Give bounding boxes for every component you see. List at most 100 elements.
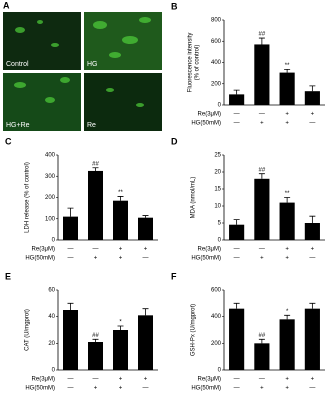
- y-axis-label: LDH release (% of control): [25, 162, 31, 233]
- condition-mark: —: [234, 121, 240, 127]
- error-bar: [142, 215, 149, 218]
- condition-name: Re(3μM): [32, 247, 55, 253]
- error-bar: [92, 167, 99, 171]
- condition-mark: —: [234, 256, 240, 262]
- caption: HG+Re: [6, 122, 30, 129]
- significance: *: [286, 309, 289, 315]
- condition-mark: —: [234, 112, 240, 118]
- y-axis-label: CAT (U/mgprot): [25, 309, 31, 351]
- condition-mark: +: [144, 247, 148, 253]
- bar: [254, 44, 270, 105]
- condition-name: Re(3μM): [198, 377, 221, 383]
- y-axis-label: GSH-Px (U/mgprot): [191, 304, 197, 356]
- error-bar: [284, 314, 291, 320]
- y-tick-label: 200: [45, 195, 56, 201]
- y-tick-label: 0: [218, 238, 222, 244]
- significance: ##: [259, 167, 266, 173]
- panel-label: A: [3, 0, 10, 10]
- condition-mark: +: [311, 247, 315, 253]
- y-tick-label: 800: [211, 18, 222, 24]
- panel-label: B: [171, 1, 178, 11]
- condition-mark: +: [285, 377, 289, 383]
- error-bar: [117, 196, 124, 201]
- y-tick-label: 300: [45, 174, 56, 180]
- panel-label: C: [5, 136, 12, 146]
- caption: Re: [87, 122, 96, 129]
- y-tick-label: 200: [211, 341, 222, 347]
- condition-mark: +: [94, 386, 98, 392]
- condition-mark: +: [285, 247, 289, 253]
- y-tick-label: 10: [214, 204, 221, 210]
- condition-mark: —: [259, 112, 265, 118]
- condition-mark: —: [234, 377, 240, 383]
- error-bar: [233, 219, 240, 225]
- condition-mark: —: [68, 386, 74, 392]
- panel-label: D: [171, 136, 178, 146]
- bar: [63, 310, 78, 370]
- significance: ##: [259, 333, 266, 339]
- error-bar: [309, 302, 316, 309]
- condition-mark: +: [311, 377, 315, 383]
- condition-mark: —: [143, 256, 149, 262]
- error-bar: [309, 85, 316, 92]
- error-bar: [92, 338, 99, 342]
- error-bar: [284, 69, 291, 73]
- condition-mark: +: [119, 377, 123, 383]
- condition-mark: —: [259, 377, 265, 383]
- y-tick-label: 600: [211, 39, 222, 45]
- condition-name: HG(50mM): [191, 386, 221, 392]
- condition-mark: —: [309, 256, 315, 262]
- panel-label: F: [171, 271, 177, 281]
- condition-name: Re(3μM): [32, 377, 55, 383]
- error-bar: [309, 215, 316, 223]
- condition-mark: —: [93, 377, 99, 383]
- condition-mark: —: [143, 386, 149, 392]
- error-bar: [67, 207, 74, 217]
- y-tick-label: 25: [214, 153, 221, 159]
- condition-mark: —: [68, 377, 74, 383]
- error-bar: [67, 302, 74, 310]
- condition-mark: —: [309, 121, 315, 127]
- significance: **: [285, 191, 290, 197]
- condition-mark: +: [311, 112, 315, 118]
- micrograph: [84, 73, 162, 131]
- condition-mark: —: [309, 386, 315, 392]
- condition-mark: +: [119, 256, 123, 262]
- condition-mark: —: [93, 247, 99, 253]
- error-bar: [258, 173, 265, 179]
- condition-mark: —: [68, 247, 74, 253]
- condition-mark: +: [285, 256, 289, 262]
- bar: [304, 91, 320, 105]
- condition-name: HG(50mM): [25, 256, 55, 262]
- condition-mark: +: [285, 121, 289, 127]
- condition-mark: —: [68, 256, 74, 262]
- significance: **: [118, 190, 123, 196]
- bar: [138, 315, 153, 370]
- error-bar: [117, 325, 124, 330]
- y-tick-label: 20: [214, 170, 221, 176]
- error-bar: [142, 308, 149, 316]
- significance: ##: [92, 333, 99, 339]
- significance: ##: [92, 161, 99, 167]
- condition-mark: —: [234, 247, 240, 253]
- y-axis-label: MDA (nmol/mL): [191, 177, 197, 219]
- condition-name: Re(3μM): [198, 247, 221, 253]
- bar: [113, 330, 128, 370]
- bar: [254, 178, 270, 240]
- y-tick-label: 20: [48, 341, 55, 347]
- y-axis-label: Fluorescence intensity(% of control): [187, 33, 200, 93]
- bar: [88, 342, 103, 370]
- bar: [229, 308, 245, 370]
- y-tick-label: 400: [45, 153, 56, 159]
- condition-mark: +: [94, 256, 98, 262]
- y-tick-label: 200: [211, 81, 222, 87]
- condition-mark: +: [260, 256, 264, 262]
- caption: HG: [87, 61, 98, 68]
- y-tick-label: 15: [214, 187, 221, 193]
- error-bar: [258, 338, 265, 344]
- bar: [113, 200, 128, 240]
- condition-mark: +: [119, 386, 123, 392]
- bar: [88, 170, 103, 240]
